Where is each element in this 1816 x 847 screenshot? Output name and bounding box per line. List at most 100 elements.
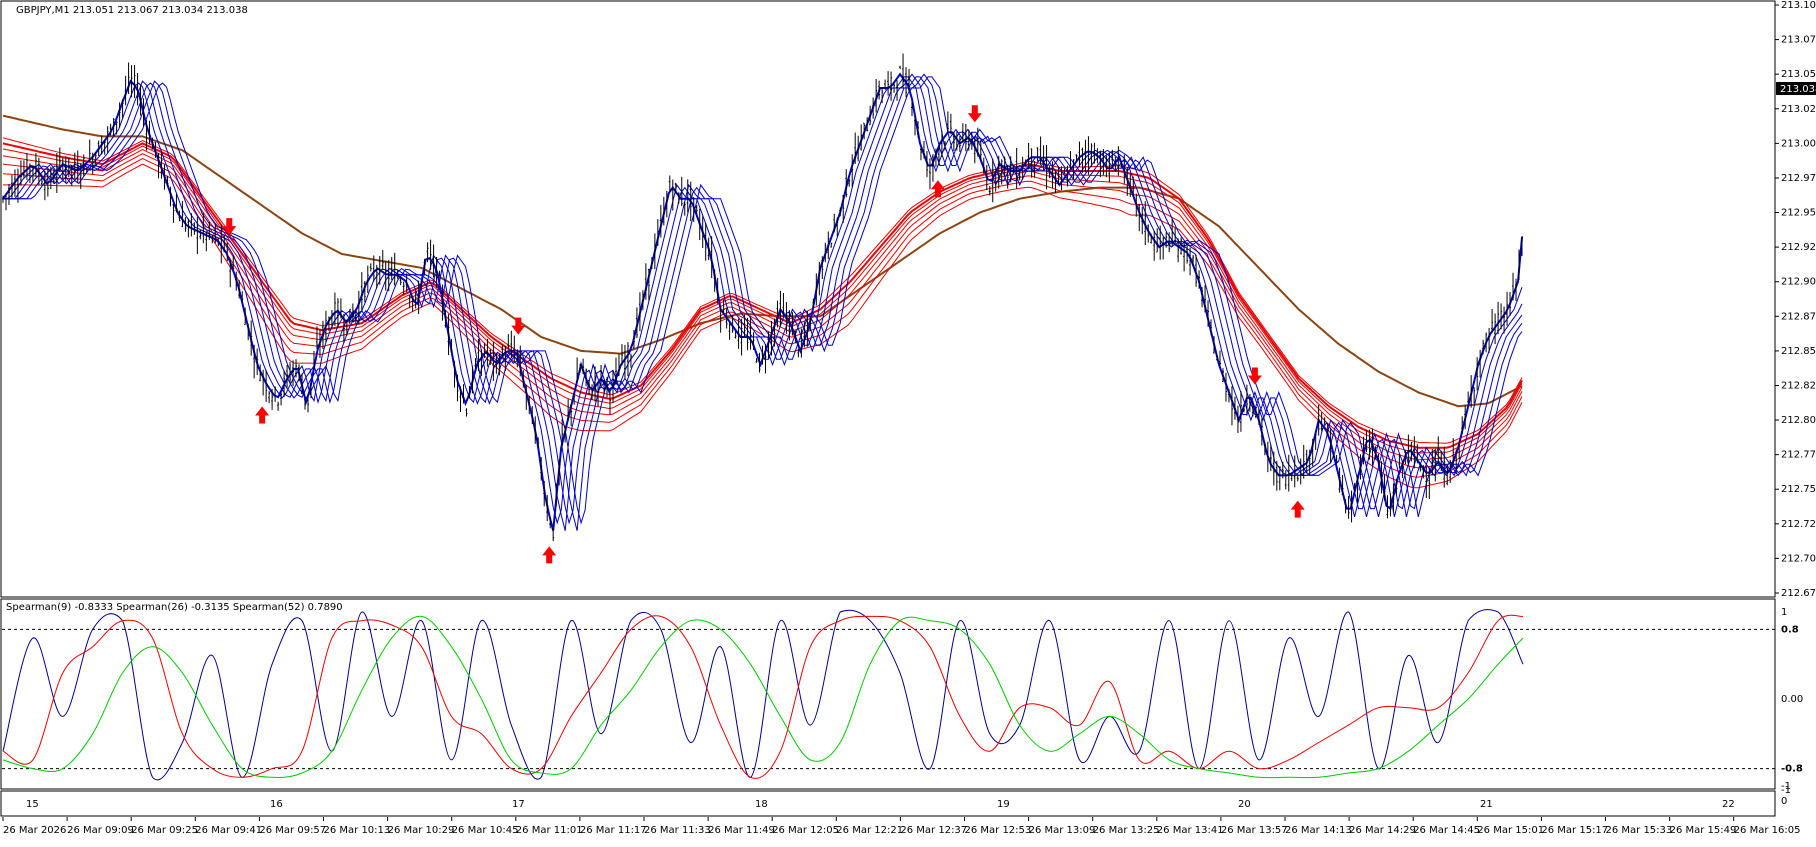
spearman-line	[2, 609, 1524, 781]
time-label: 26 Mar 15:17	[1541, 825, 1608, 836]
slow-ribbon-line	[2, 158, 1523, 478]
indicator-header: Spearman(9) -0.8333 Spearman(26) -0.3135…	[6, 602, 343, 613]
buy-arrow-icon	[542, 546, 557, 564]
time-label: 26 Mar 09:41	[195, 825, 262, 836]
price-tick-label: 213.075	[1781, 35, 1816, 46]
price-tick-label: 212.975	[1781, 173, 1816, 184]
indicator-tick-label: 0.8	[1781, 624, 1799, 635]
price-tick-label: 213.025	[1781, 104, 1816, 115]
price-tick-label: 212.725	[1781, 519, 1816, 530]
time-label: 26 Mar 10:45	[452, 825, 519, 836]
price-tick-label: 212.700	[1781, 553, 1816, 564]
time-label: 26 Mar 11:01	[516, 825, 583, 836]
time-label: 26 Mar 11:49	[708, 825, 775, 836]
slow-ribbon-line	[2, 145, 1523, 454]
price-tick-label: 213.050	[1781, 69, 1816, 80]
slow-ribbon-line	[2, 149, 1523, 461]
symbol-header: GBPJPY,M1 213.051 213.067 213.034 213.03…	[16, 5, 248, 16]
time-label: 26 Mar 15:01	[1477, 825, 1544, 836]
buy-arrow-icon	[1290, 500, 1305, 518]
day-label: 20	[1238, 799, 1251, 810]
time-label: 26 Mar 13:41	[1157, 825, 1224, 836]
time-label: 26 Mar 12:21	[836, 825, 903, 836]
time-label: 26 Mar 09:09	[67, 825, 134, 836]
price-tick-label: 212.750	[1781, 484, 1816, 495]
signal-arrows	[222, 105, 1305, 564]
sell-arrow-icon	[967, 105, 982, 123]
day-strip-frame	[0, 790, 1776, 817]
time-label: 26 Mar 09:57	[259, 825, 326, 836]
time-label: 26 Mar 14:29	[1349, 825, 1416, 836]
day-label: 19	[997, 799, 1010, 810]
main-pane-frame	[0, 0, 1776, 598]
time-label: 26 Mar 12:05	[772, 825, 839, 836]
time-label: 26 Mar 12:37	[900, 825, 967, 836]
indicator-pane-frame	[0, 598, 1776, 790]
price-tick-label: 212.800	[1781, 415, 1816, 426]
price-tick-label: 213.000	[1781, 138, 1816, 149]
time-label: 26 Mar 13:57	[1221, 825, 1288, 836]
buy-arrow-icon	[255, 406, 270, 424]
day-label: 17	[512, 799, 525, 810]
price-tick-label: 213.100	[1781, 0, 1816, 11]
time-label: 26 Mar 10:29	[388, 825, 455, 836]
sell-arrow-icon	[222, 218, 237, 236]
fast-ribbon-line	[3, 73, 1523, 531]
slow-ribbon-line	[2, 153, 1523, 469]
price-tick-label: 212.775	[1781, 450, 1816, 461]
slow-ribbon-line	[2, 142, 1523, 449]
price-axis: 213.100 213.075 213.050 213.025 213.000 212.9…	[1775, 0, 1816, 599]
time-label: 26 Mar 09:25	[131, 825, 198, 836]
time-label: 26 Mar 13:25	[1093, 825, 1160, 836]
current-price-tag	[1776, 82, 1816, 95]
slow-ma-ribbon	[2, 137, 1523, 489]
time-label: 26 Mar 14:45	[1413, 825, 1480, 836]
price-tick-label: 212.875	[1781, 311, 1816, 322]
fast-ma-ribbon	[2, 72, 1523, 531]
price-tick-label: 212.925	[1781, 242, 1816, 253]
spearman-line	[2, 614, 1524, 779]
time-label: 26 Mar 16:05	[1734, 825, 1801, 836]
current-price-label: 213.038	[1780, 84, 1816, 95]
spearman-lines	[2, 609, 1524, 781]
day-label: 16	[270, 799, 283, 810]
day-axis: 15 16 17 18 19 20 21 22 -10	[26, 785, 1791, 810]
indicator-tick-label: 0.00	[1781, 694, 1803, 705]
long-moving-average	[2, 114, 1523, 408]
price-tick-label: 212.900	[1781, 277, 1816, 288]
axis-end-label: 0	[1781, 796, 1787, 807]
time-label: 26 Mar 11:17	[580, 825, 647, 836]
price-tick-label: 212.675	[1781, 588, 1816, 599]
fast-ribbon-line	[3, 76, 1523, 525]
buy-arrow-icon	[930, 180, 945, 198]
time-label: 26 Mar 12:53	[965, 825, 1032, 836]
spearman-line	[2, 615, 1524, 779]
long-ma-line	[2, 114, 1523, 408]
indicator-tick-label: -0.8	[1781, 764, 1803, 775]
sell-arrow-icon	[511, 317, 526, 335]
price-tick-label: 212.825	[1781, 380, 1816, 391]
fast-ribbon-line	[3, 76, 1523, 525]
time-label: 26 Mar 14:13	[1285, 825, 1352, 836]
time-label: 26 Mar 13:09	[1029, 825, 1096, 836]
time-label: 26 Mar 2026	[3, 825, 66, 836]
time-label: 26 Mar 11:33	[644, 825, 711, 836]
time-label: 26 Mar 15:33	[1606, 825, 1673, 836]
price-tick-label: 212.850	[1781, 346, 1816, 357]
price-bars	[2, 53, 1524, 542]
day-label: 15	[26, 799, 39, 810]
time-label: 26 Mar 10:13	[324, 825, 391, 836]
indicator-tick-label: 1	[1781, 607, 1787, 618]
axis-end-label: -1	[1781, 785, 1791, 796]
day-label: 18	[755, 799, 768, 810]
day-label: 21	[1480, 799, 1493, 810]
indicator-tick-label: -1	[1781, 781, 1791, 792]
indicator-axis: 1 0.8 0.00 -0.8 -1	[2, 607, 1803, 792]
price-tick-label: 212.950	[1781, 208, 1816, 219]
sell-arrow-icon	[1247, 367, 1262, 385]
day-label: 22	[1722, 799, 1735, 810]
time-label: 26 Mar 15:49	[1670, 825, 1737, 836]
fast-ribbon-line	[3, 76, 1523, 525]
